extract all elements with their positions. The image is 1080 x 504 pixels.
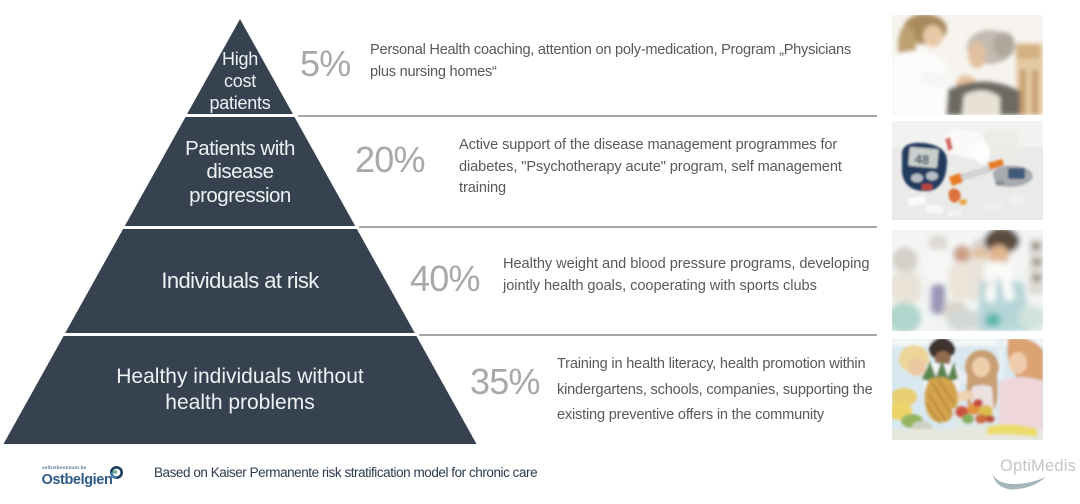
- svg-text:48: 48: [914, 151, 930, 167]
